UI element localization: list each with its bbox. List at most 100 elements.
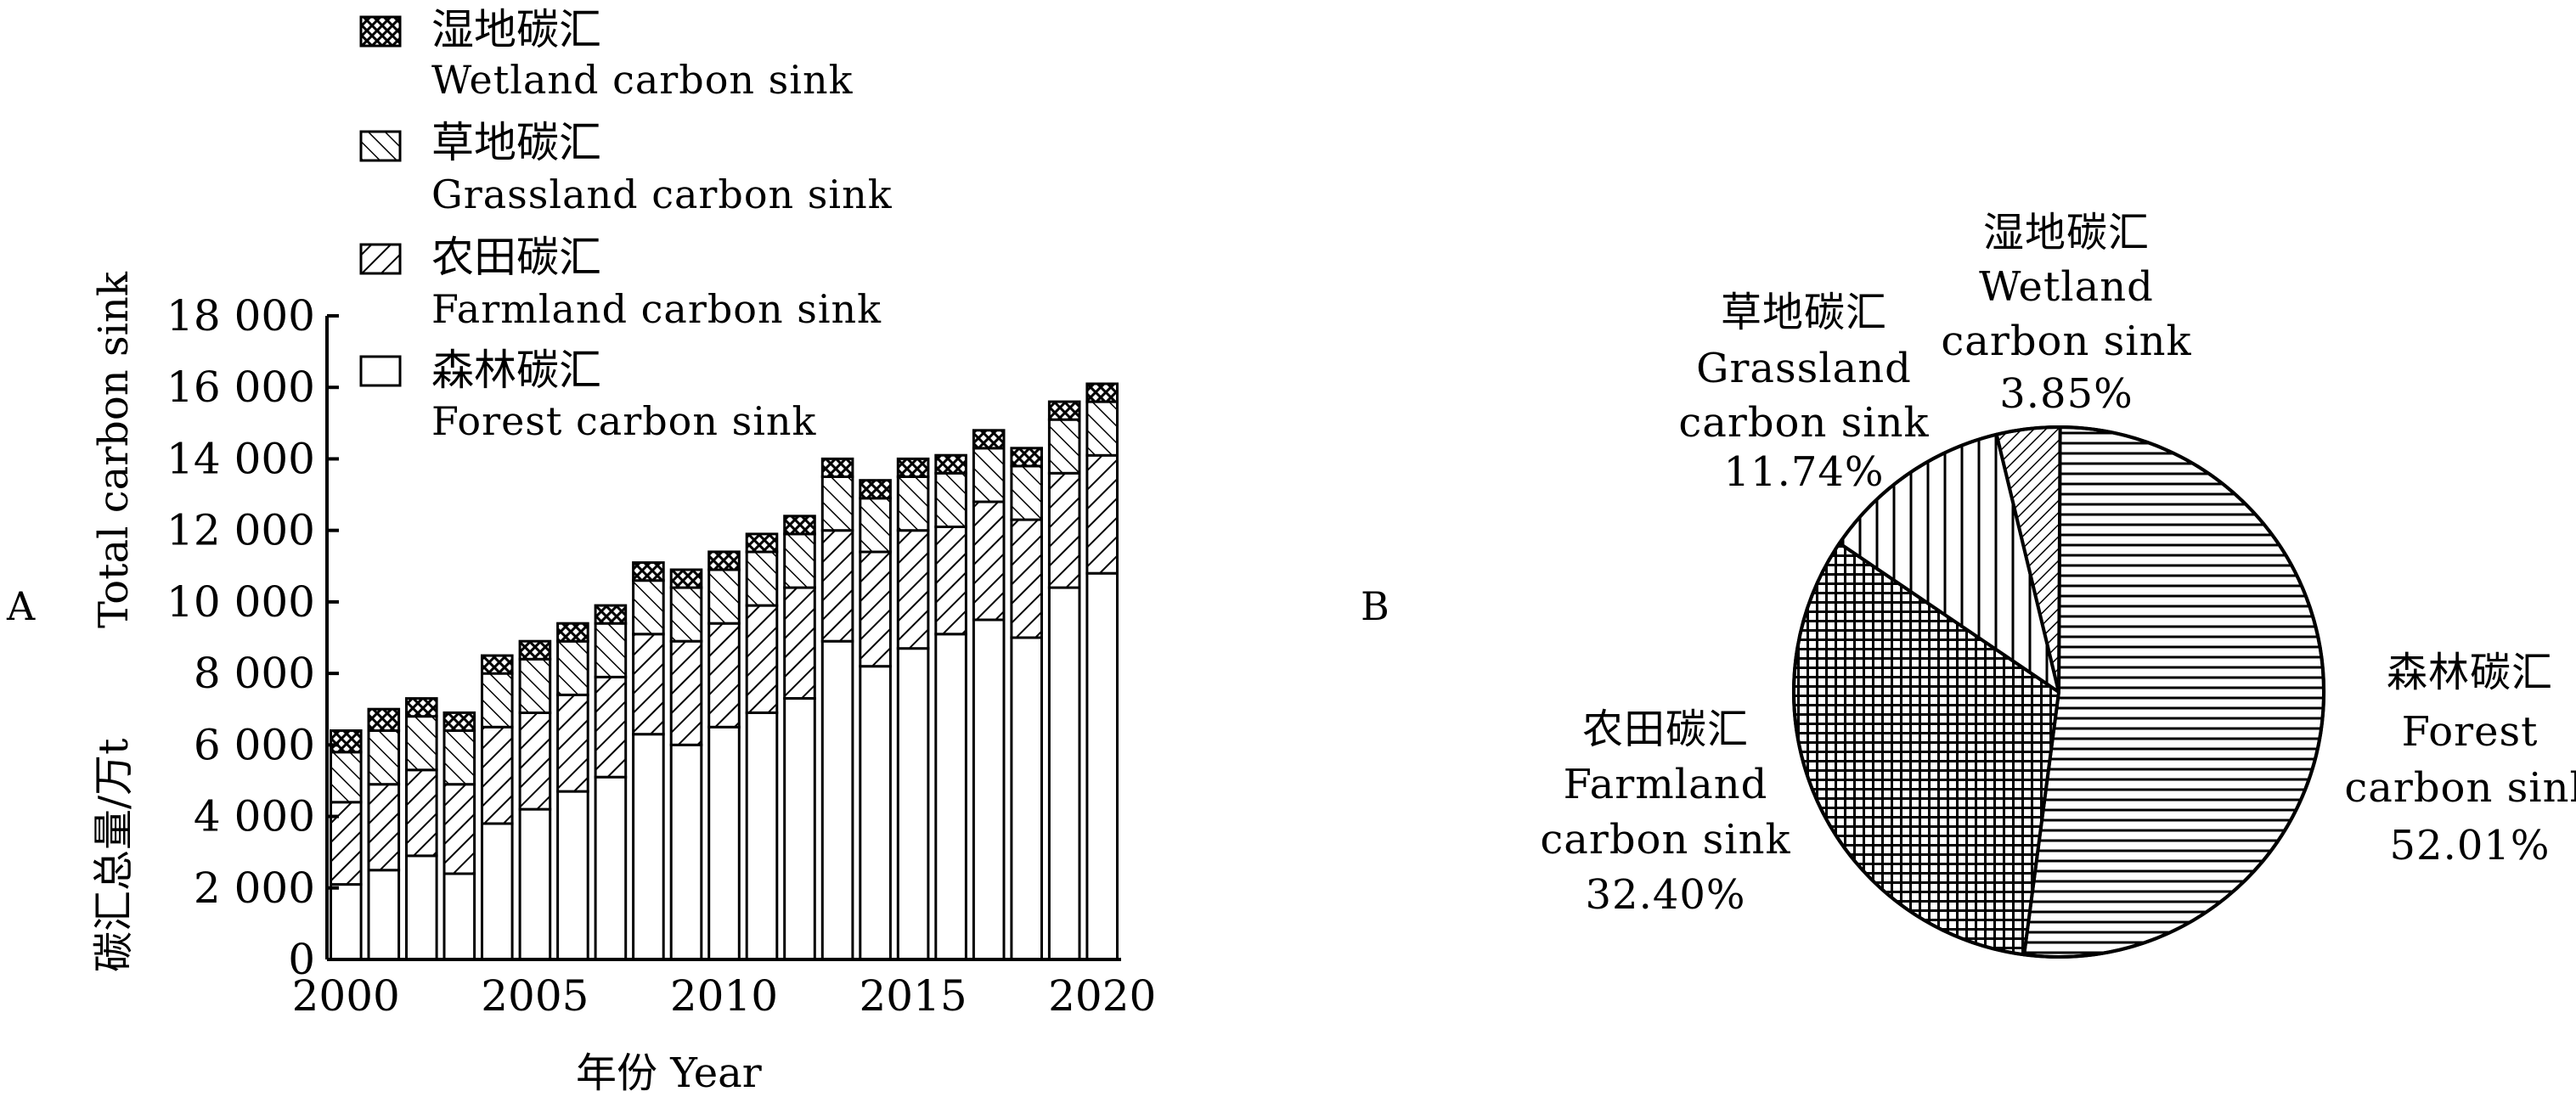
x-axis-title: 年份 Year (576, 1049, 762, 1097)
y-tick-label-0: 0 (288, 935, 315, 984)
panel-b-label: B (1361, 583, 1389, 629)
legend-swatch-grassland (359, 130, 402, 162)
y-tick-label-5: 10 000 (166, 577, 315, 627)
pie-label-wetland: 湿地碳汇 Wetland carbon sink 3.85% (1941, 209, 2190, 418)
pie-slice-forest (2022, 425, 2326, 959)
bar-segment-forest-2008 (632, 733, 665, 961)
bar-stack-2010 (707, 550, 741, 961)
bar-segment-farmland-2003 (442, 783, 476, 875)
pie-label-grassland-cn: 草地碳汇 (1721, 289, 1887, 336)
bar-segment-grassland-2006 (556, 639, 589, 696)
bar-segment-wetland-2005 (518, 639, 552, 661)
legend-label-wetland-en: Wetland carbon sink (431, 57, 854, 103)
y-tick-label-3: 6 000 (194, 720, 315, 769)
bar-segment-grassland-2018 (1010, 464, 1044, 521)
bar-segment-wetland-2015 (896, 457, 930, 479)
bar-stack-2011 (745, 532, 779, 961)
x-tick-label-2005: 2005 (481, 971, 589, 1021)
bar-stack-2008 (632, 561, 665, 961)
bar-stack-2005 (518, 639, 552, 961)
pie-label-wetland-cn: 湿地碳汇 (1983, 209, 2150, 256)
bar-segment-wetland-2020 (1085, 382, 1119, 403)
bar-segment-farmland-2016 (934, 526, 967, 636)
stacked-bar-chart: 0 2 000 4 000 6 000 8 000 10 000 12 000 14 000 1… (90, 5, 1156, 1097)
bar-stack-2015 (896, 457, 930, 961)
bar-segment-grassland-2011 (745, 550, 779, 607)
legend-label-grassland-en: Grassland carbon sink (431, 172, 893, 217)
bar-segment-farmland-2014 (859, 550, 892, 668)
bar-segment-grassland-2016 (934, 471, 967, 528)
bar-segment-forest-2011 (745, 711, 779, 961)
bar-segment-farmland-2018 (1010, 518, 1044, 639)
bar-segment-wetland-2007 (594, 604, 628, 625)
bar-segment-wetland-2014 (859, 479, 892, 500)
bar-segment-farmland-2011 (745, 604, 779, 714)
bar-segment-farmland-2007 (594, 675, 628, 779)
x-tick-label-2015: 2015 (859, 971, 967, 1021)
legend-swatch-forest (359, 355, 402, 387)
bar-segment-forest-2004 (481, 822, 514, 961)
pie-label-forest-pct: 52.01% (2389, 822, 2550, 869)
bar-segment-wetland-2008 (632, 561, 665, 582)
bar-segment-wetland-2004 (481, 654, 514, 675)
bar-segment-farmland-2010 (707, 622, 741, 729)
pie-label-wetland-pct: 3.85% (1999, 370, 2133, 418)
bar-stack-2013 (820, 457, 854, 961)
pie-label-forest: 森林碳汇 Forest carbon sink 52.01% (2344, 649, 2576, 869)
bar-segment-wetland-2003 (442, 711, 476, 733)
bar-stack-2006 (556, 622, 589, 961)
bar-segment-grassland-2008 (632, 579, 665, 636)
y-axis-title-cn: 碳汇总量/万t (90, 739, 138, 972)
chart-legend: 湿地碳汇 Wetland carbon sink 草地碳汇 Grassland … (359, 5, 893, 444)
bar-stack-2017 (972, 429, 1006, 961)
bar-segment-farmland-2009 (669, 639, 703, 746)
pie-label-farmland-cn: 农田碳汇 (1582, 706, 1749, 753)
pie-chart: 森林碳汇 Forest carbon sink 52.01% 农田碳汇 Farm… (1540, 209, 2576, 959)
bar-segment-grassland-2007 (594, 622, 628, 678)
y-tick-label-7: 14 000 (166, 434, 315, 483)
bar-segment-farmland-2000 (330, 801, 363, 886)
bar-segment-forest-2015 (896, 647, 930, 961)
bar-segment-grassland-2003 (442, 729, 476, 786)
bar-segment-forest-2016 (934, 633, 967, 961)
bar-segment-forest-2012 (783, 697, 816, 961)
pie-label-grassland-pct: 11.74% (1723, 448, 1884, 496)
bar-segment-wetland-2018 (1010, 447, 1044, 468)
bar-segment-farmland-2006 (556, 693, 589, 793)
bar-segment-grassland-2017 (972, 447, 1006, 503)
y-axis-title-en: Total carbon sink (90, 271, 138, 628)
bar-segment-farmland-2017 (972, 500, 1006, 622)
bar-segment-forest-2007 (594, 775, 628, 961)
legend-swatch-farmland (359, 243, 402, 275)
y-tick-label-8: 16 000 (166, 363, 315, 412)
bar-segment-farmland-2020 (1085, 453, 1119, 575)
bar-stack-2007 (594, 604, 628, 961)
y-tick-label-9: 18 000 (166, 291, 315, 340)
pie-outline (1792, 425, 2325, 959)
bar-segment-forest-2002 (405, 854, 438, 961)
y-tick-label-2: 4 000 (194, 792, 315, 841)
legend-label-forest-cn: 森林碳汇 (431, 346, 601, 395)
bar-segment-wetland-2017 (972, 429, 1006, 450)
y-tick-label-1: 2 000 (194, 864, 315, 913)
bar-segment-forest-2018 (1010, 636, 1044, 961)
pie-label-forest-en2: carbon sink (2344, 764, 2576, 812)
bar-segment-farmland-2019 (1047, 471, 1081, 589)
bar-stack-2001 (367, 707, 401, 961)
x-tick-labels: 2000 2005 2010 2015 2020 (292, 971, 1157, 1021)
bar-segment-wetland-2006 (556, 622, 589, 643)
bar-stack-2003 (442, 711, 476, 961)
bar-segment-grassland-2019 (1047, 418, 1081, 475)
bar-segment-forest-2014 (859, 665, 892, 961)
bar-stack-2016 (934, 453, 967, 961)
bar-segment-forest-2019 (1047, 586, 1081, 961)
bar-stack-2000 (330, 729, 363, 961)
bar-segment-forest-2017 (972, 618, 1006, 961)
bar-segment-forest-2013 (820, 639, 854, 961)
bar-segment-grassland-2002 (405, 715, 438, 772)
pie-label-farmland-pct: 32.40% (1585, 871, 1745, 919)
y-tick-labels: 0 2 000 4 000 6 000 8 000 10 000 12 000 14 000 1… (166, 291, 315, 984)
legend-label-wetland-cn: 湿地碳汇 (431, 5, 601, 54)
bar-segment-wetland-2012 (783, 515, 816, 536)
